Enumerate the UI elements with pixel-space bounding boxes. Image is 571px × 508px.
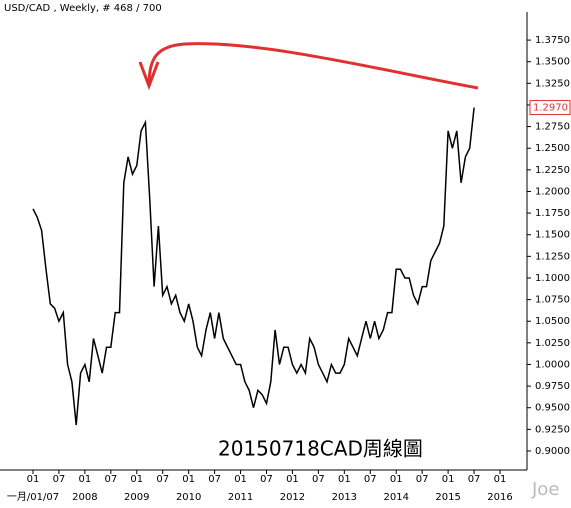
x-tick-label: 01	[234, 474, 247, 485]
x-tick-label: 07	[104, 474, 117, 485]
y-tick-label: 1.1000	[535, 273, 570, 284]
x-year-label: 2011	[228, 492, 253, 503]
x-tick-label: 07	[416, 474, 429, 485]
x-year-label: 2013	[332, 492, 357, 503]
y-tick-label: 0.9000	[535, 446, 570, 457]
y-tick-label: 1.0750	[535, 295, 570, 306]
y-tick-label: 1.3250	[535, 78, 570, 89]
arrow-head	[138, 61, 160, 91]
x-year-label: 2014	[383, 492, 408, 503]
x-tick-label: 07	[312, 474, 325, 485]
x-tick-label: 07	[364, 474, 377, 485]
x-tick-label: 07	[53, 474, 66, 485]
y-tick-label: 0.9250	[535, 424, 570, 435]
x-tick-label: 01	[390, 474, 403, 485]
watermark: Joe	[531, 479, 559, 500]
x-year-label: 2016	[487, 492, 512, 503]
y-tick-label: 1.0500	[535, 316, 570, 327]
x-year-label: 一月/01/07	[7, 491, 59, 503]
x-tick-label: 07	[260, 474, 273, 485]
x-year-label: 2015	[435, 492, 460, 503]
y-tick-label: 0.9500	[535, 403, 570, 414]
x-tick-label: 01	[130, 474, 143, 485]
y-tick-label: 1.2250	[535, 165, 570, 176]
x-year-label: 2009	[124, 492, 149, 503]
y-tick-label: 0.9750	[535, 381, 570, 392]
x-tick-label: 01	[182, 474, 195, 485]
x-tick-label: 01	[286, 474, 299, 485]
y-tick-label: 1.2500	[535, 143, 570, 154]
y-tick-label: 1.0250	[535, 338, 570, 349]
x-tick-label: 01	[338, 474, 351, 485]
x-tick-label: 07	[156, 474, 169, 485]
y-tick-label: 1.2750	[535, 122, 570, 133]
y-tick-label: 1.0000	[535, 359, 570, 370]
y-tick-label: 1.1250	[535, 251, 570, 262]
arrow	[147, 42, 479, 90]
x-tick-label: 01	[442, 474, 455, 485]
price-line	[32, 107, 475, 426]
x-tick-label: 01	[27, 474, 40, 485]
y-tick-label: 1.1500	[535, 230, 570, 241]
price-marker	[529, 100, 571, 116]
x-year-label: 2008	[72, 492, 97, 503]
chart-title: USD/CAD , Weekly, # 468 / 700	[4, 3, 162, 14]
y-tick-label: 1.3750	[535, 35, 570, 46]
annotation: 20150718CAD周線圖	[218, 437, 423, 461]
y-tick-label: 1.1750	[535, 208, 570, 219]
price-marker-label: 1.2970	[533, 103, 568, 114]
x-tick-label: 01	[79, 474, 92, 485]
x-year-label: 2012	[280, 492, 305, 503]
x-year-label: 2010	[176, 492, 201, 503]
x-tick-label: 01	[494, 474, 507, 485]
y-tick-label: 1.2000	[535, 186, 570, 197]
x-tick-label: 07	[468, 474, 481, 485]
x-tick-label: 07	[208, 474, 221, 485]
y-tick-label: 1.3500	[535, 57, 570, 68]
